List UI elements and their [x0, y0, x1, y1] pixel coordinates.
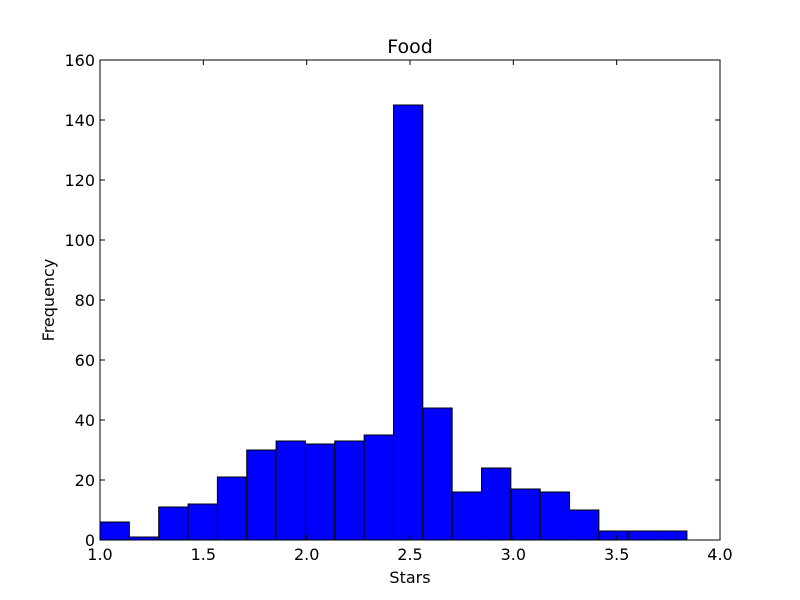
histogram-bar — [304, 443, 336, 541]
x-axis-title: Stars — [389, 568, 430, 587]
x-tick-label: 1.0 — [87, 545, 112, 564]
histogram-bar — [99, 521, 130, 541]
y-tick-label: 80 — [75, 291, 95, 310]
x-tick-label: 4.0 — [707, 545, 732, 564]
x-tick-label: 1.5 — [191, 545, 216, 564]
y-tick-label: 140 — [64, 111, 95, 130]
x-tick-label: 3.0 — [501, 545, 526, 564]
x-tick-label: 2.0 — [294, 545, 319, 564]
histogram-bar — [246, 449, 277, 541]
y-axis-ticks: 0 20 40 60 80 100 120 140 160 — [64, 51, 720, 550]
y-tick-label: 60 — [75, 351, 95, 370]
histogram-bar — [481, 467, 512, 541]
y-axis-title: Frequency — [39, 259, 58, 342]
histogram-bar — [539, 491, 571, 541]
y-tick-label: 160 — [64, 51, 95, 70]
histogram-bar — [158, 506, 189, 541]
histogram-bar — [657, 530, 688, 541]
histogram-bar — [334, 440, 365, 541]
histogram-bar — [187, 503, 218, 541]
histogram-bar — [569, 509, 600, 541]
histogram-bar — [392, 104, 424, 541]
histogram-bar — [275, 440, 306, 541]
histogram-bar — [598, 530, 629, 541]
bars-group — [99, 104, 688, 541]
y-tick-label: 100 — [64, 231, 95, 250]
histogram-bar — [422, 407, 453, 541]
histogram-bar — [216, 476, 248, 541]
y-tick-label: 20 — [75, 471, 95, 490]
y-tick-label: 40 — [75, 411, 95, 430]
x-tick-label: 2.5 — [397, 545, 422, 564]
histogram-bar — [363, 434, 394, 541]
y-tick-label: 0 — [85, 531, 95, 550]
chart-title: Food — [387, 36, 433, 58]
histogram-bar — [451, 491, 483, 541]
histogram-bar — [627, 530, 659, 541]
x-tick-label: 3.5 — [604, 545, 629, 564]
x-axis-ticks: 1.0 1.5 2.0 2.5 3.0 3.5 4.0 — [87, 60, 733, 564]
histogram-bar — [510, 488, 541, 541]
y-tick-label: 120 — [64, 171, 95, 190]
